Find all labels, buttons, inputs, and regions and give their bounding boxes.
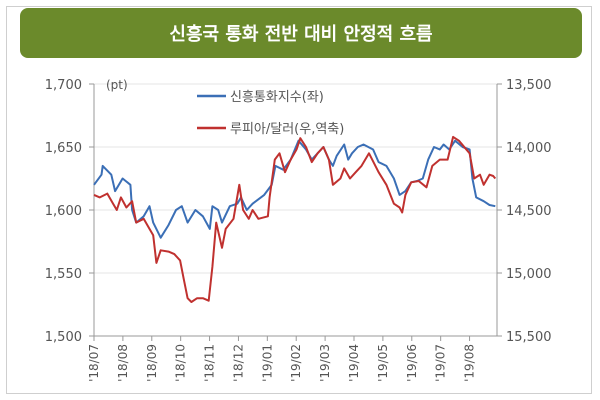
left-tick-label: 1,700: [45, 78, 82, 93]
right-tick-label: 14,000: [506, 141, 552, 156]
x-tick-label: '18/09: [145, 344, 159, 382]
legend-label: 루피아/달러(우,역축): [230, 122, 344, 137]
x-tick-label: '18/10: [174, 344, 188, 382]
right-tick-label: 13,500: [506, 78, 552, 93]
right-tick-label: 14,500: [506, 204, 552, 219]
series-line-em-currency: [93, 139, 496, 239]
x-tick-label: '18/08: [116, 344, 130, 382]
x-tick-label: '19/07: [434, 344, 448, 382]
x-tick-label: '19/04: [347, 344, 361, 382]
chart-frame: [6, 6, 592, 394]
x-tick-label: '18/07: [87, 344, 101, 382]
left-tick-label: 1,600: [45, 204, 82, 219]
right-tick-label: 15,500: [506, 330, 552, 345]
legend-label: 신흥통화지수(좌): [230, 90, 324, 105]
left-tick-label: 1,500: [45, 330, 82, 345]
left-tick-label: 1,650: [45, 141, 82, 156]
x-tick-label: '18/12: [231, 344, 245, 382]
series-line-rupiah: [93, 135, 497, 303]
left-tick-label: 1,550: [45, 267, 82, 282]
unit-label: (pt): [106, 78, 128, 92]
x-tick-label: '19/03: [318, 344, 332, 382]
chart-title: 신흥국 통화 전반 대비 안정적 흐름: [20, 8, 582, 58]
x-tick-label: '19/08: [463, 344, 477, 382]
x-tick-label: '19/01: [260, 344, 274, 382]
x-tick-label: '19/02: [289, 344, 303, 382]
x-tick-label: '18/11: [203, 344, 217, 382]
x-tick-label: '19/05: [376, 344, 390, 382]
x-tick-label: '19/06: [405, 344, 419, 382]
right-tick-label: 15,000: [506, 267, 552, 282]
